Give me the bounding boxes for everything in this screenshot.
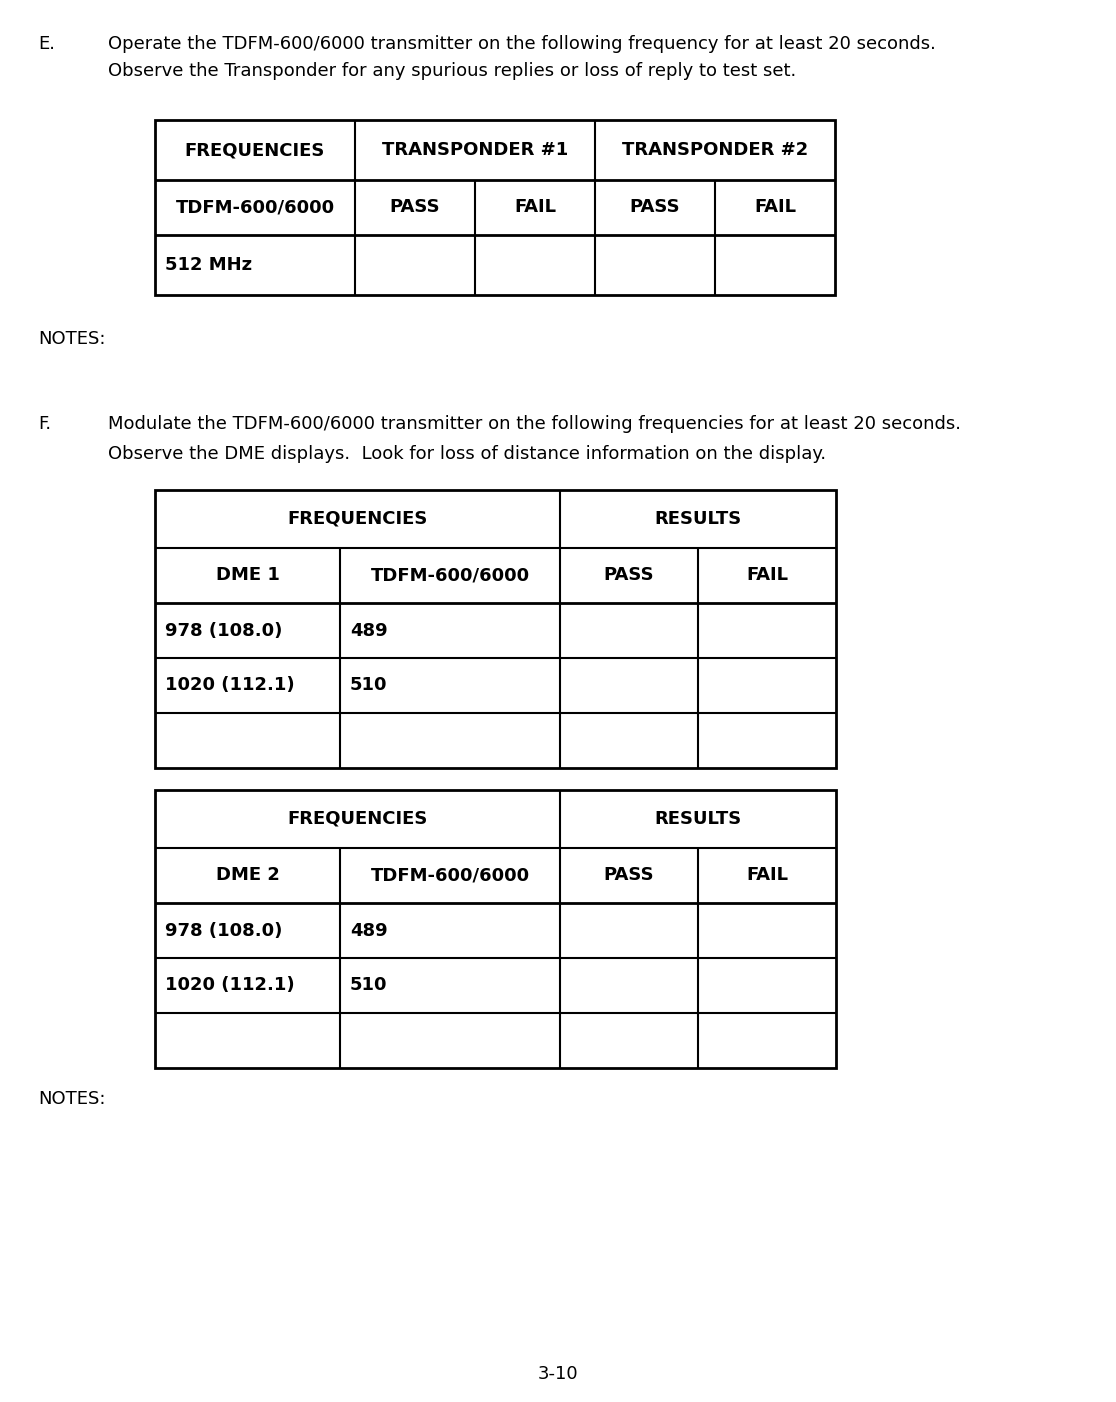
Text: DME 2: DME 2	[215, 866, 279, 885]
Text: 510: 510	[350, 977, 387, 994]
Text: FREQUENCIES: FREQUENCIES	[287, 810, 427, 829]
Bar	[155, 789, 836, 1068]
Text: FAIL: FAIL	[514, 199, 556, 216]
Text: Observe the Transponder for any spurious replies or loss of reply to test set.: Observe the Transponder for any spurious…	[108, 62, 796, 80]
Text: NOTES:: NOTES:	[38, 1089, 106, 1108]
Text: DME 1: DME 1	[215, 566, 279, 585]
Text: Observe the DME displays.  Look for loss of distance information on the display.: Observe the DME displays. Look for loss …	[108, 444, 826, 463]
Text: 1020 (112.1): 1020 (112.1)	[165, 677, 295, 694]
Text: Operate the TDFM-600/6000 transmitter on the following frequency for at least 20: Operate the TDFM-600/6000 transmitter on…	[108, 35, 936, 53]
Text: 3-10: 3-10	[538, 1366, 578, 1382]
Text: FREQUENCIES: FREQUENCIES	[185, 142, 325, 158]
Text: TDFM-600/6000: TDFM-600/6000	[175, 199, 335, 216]
Text: NOTES:: NOTES:	[38, 329, 106, 348]
Text: TDFM-600/6000: TDFM-600/6000	[371, 866, 530, 885]
Text: FREQUENCIES: FREQUENCIES	[287, 510, 427, 529]
Text: Modulate the TDFM-600/6000 transmitter on the following frequencies for at least: Modulate the TDFM-600/6000 transmitter o…	[108, 415, 961, 433]
Text: F.: F.	[38, 415, 51, 433]
Text: 512 MHz: 512 MHz	[165, 257, 252, 273]
Text: 489: 489	[350, 921, 387, 939]
Text: 978 (108.0): 978 (108.0)	[165, 921, 282, 939]
Bar	[155, 491, 836, 768]
Text: PASS: PASS	[629, 199, 681, 216]
Text: TRANSPONDER #1: TRANSPONDER #1	[382, 142, 568, 158]
Text: 978 (108.0): 978 (108.0)	[165, 621, 282, 639]
Text: PASS: PASS	[389, 199, 441, 216]
Text: TRANSPONDER #2: TRANSPONDER #2	[622, 142, 808, 158]
Text: 510: 510	[350, 677, 387, 694]
Text: FAIL: FAIL	[745, 566, 788, 585]
Text: 489: 489	[350, 621, 387, 639]
Text: RESULTS: RESULTS	[654, 510, 742, 529]
Text: FAIL: FAIL	[745, 866, 788, 885]
Text: TDFM-600/6000: TDFM-600/6000	[371, 566, 530, 585]
Text: PASS: PASS	[604, 866, 654, 885]
Text: 1020 (112.1): 1020 (112.1)	[165, 977, 295, 994]
Text: E.: E.	[38, 35, 55, 53]
Text: PASS: PASS	[604, 566, 654, 585]
Text: FAIL: FAIL	[754, 199, 796, 216]
Text: RESULTS: RESULTS	[654, 810, 742, 829]
Bar	[155, 121, 835, 294]
